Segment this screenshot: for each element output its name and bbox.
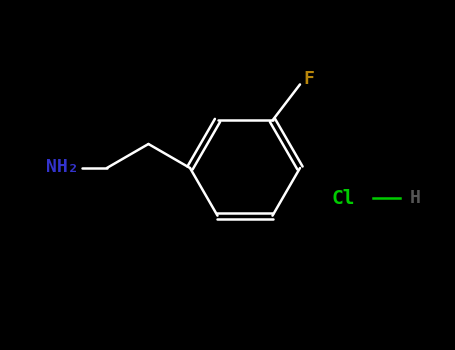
Text: Cl: Cl xyxy=(332,189,355,208)
Text: H: H xyxy=(410,189,421,207)
Text: F: F xyxy=(303,70,314,89)
Text: NH₂: NH₂ xyxy=(46,158,79,176)
